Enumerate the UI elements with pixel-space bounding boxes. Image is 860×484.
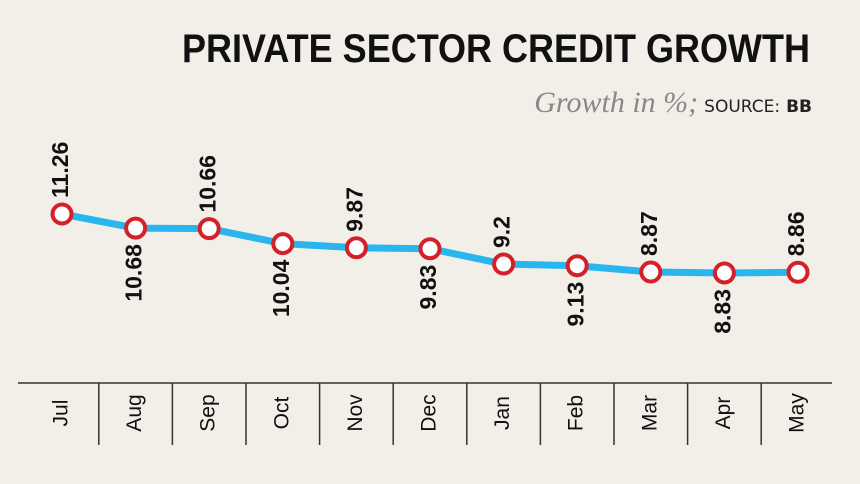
source-label: SOURCE: (704, 97, 780, 117)
data-label: 11.26 (47, 142, 73, 198)
chart-title: PRIVATE SECTOR CREDIT GROWTH (182, 27, 810, 71)
subtitle: Growth in %; (534, 86, 698, 119)
x-tick-label: May (786, 393, 809, 433)
data-label: 9.87 (341, 187, 367, 232)
data-label: 9.83 (415, 265, 441, 310)
point (786, 260, 810, 284)
data-label: 8.87 (636, 211, 662, 256)
point (639, 260, 663, 284)
point (344, 236, 368, 260)
x-tick-label: Apr (712, 397, 735, 430)
x-tick-label: Dec (418, 394, 441, 431)
point (50, 202, 74, 226)
data-label: 9.2 (489, 216, 515, 248)
point (197, 217, 221, 241)
data-label: 8.86 (783, 212, 809, 257)
data-label: 10.04 (268, 259, 294, 317)
subtitle-line: Growth in %; SOURCE: BB (534, 86, 812, 119)
x-tick-label: Jan (491, 396, 514, 430)
x-tick-label: Feb (565, 395, 588, 431)
x-tick-label: Sep (197, 394, 220, 431)
x-tick-label: Nov (344, 394, 367, 432)
point (492, 252, 516, 276)
data-label: 10.66 (194, 155, 220, 213)
x-tick-label: Mar (638, 395, 661, 431)
point (712, 261, 736, 285)
x-tick-label: Aug (123, 394, 146, 431)
point (271, 232, 295, 256)
data-label: 8.83 (709, 289, 735, 334)
point (124, 216, 148, 240)
data-label: 9.13 (562, 282, 588, 327)
point (418, 237, 442, 261)
data-label: 10.68 (121, 244, 147, 302)
x-tick-label: Oct (270, 397, 293, 430)
x-tick-label: Jul (50, 400, 73, 427)
source: BB (786, 97, 812, 117)
point (565, 254, 589, 278)
